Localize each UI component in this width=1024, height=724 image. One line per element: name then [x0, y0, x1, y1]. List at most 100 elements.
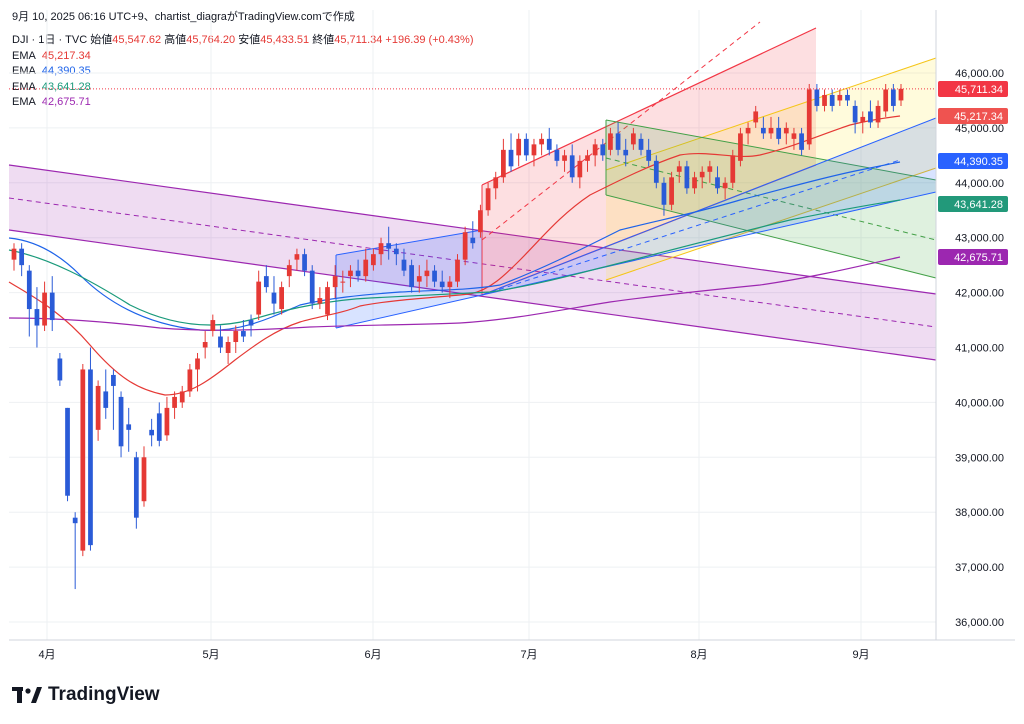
time-axis[interactable]: 4月 5月 6月 7月 8月 9月 [9, 639, 1015, 661]
candle-body[interactable] [432, 270, 437, 282]
candle-body[interactable] [806, 89, 812, 145]
candle-body[interactable] [202, 342, 208, 348]
candle-body[interactable] [133, 457, 139, 518]
candle-body[interactable] [646, 149, 652, 161]
candle-body[interactable] [676, 166, 682, 172]
candle-body[interactable] [600, 144, 606, 156]
candle-body[interactable] [890, 89, 896, 106]
candle-body[interactable] [286, 265, 292, 277]
candle-body[interactable] [799, 133, 804, 150]
candle-body[interactable] [118, 396, 124, 447]
candle-body[interactable] [88, 369, 93, 546]
candle-body[interactable] [776, 127, 782, 139]
candle-body[interactable] [661, 182, 667, 205]
candle-body[interactable] [156, 413, 162, 441]
candle-body[interactable] [592, 144, 598, 156]
candle-body[interactable] [409, 265, 414, 288]
candle-body[interactable] [753, 111, 759, 123]
candle-body[interactable] [462, 232, 468, 260]
candle-body[interactable] [111, 374, 116, 386]
green-channel[interactable] [606, 120, 936, 278]
candle-body[interactable] [179, 391, 185, 403]
candle-body[interactable] [577, 160, 583, 178]
candle-body[interactable] [317, 298, 323, 304]
candle-body[interactable] [493, 177, 499, 189]
candle-body[interactable] [783, 127, 789, 134]
candle-body[interactable] [294, 254, 300, 260]
candle-body[interactable] [554, 149, 560, 161]
candle-body[interactable] [478, 210, 483, 233]
candle-body[interactable] [401, 259, 407, 271]
candle-body[interactable] [845, 94, 850, 101]
candle-body[interactable] [898, 88, 904, 101]
candle-body[interactable] [447, 281, 453, 288]
candle-body[interactable] [531, 144, 537, 156]
candle-body[interactable] [103, 391, 109, 408]
candle-body[interactable] [470, 237, 476, 244]
candle-body[interactable] [837, 94, 843, 101]
candle-body[interactable] [355, 270, 361, 277]
candle-body[interactable] [11, 248, 17, 260]
candlesticks[interactable] [11, 83, 904, 590]
candle-body[interactable] [195, 358, 200, 370]
candle-body[interactable] [638, 138, 644, 150]
candle-body[interactable] [730, 155, 736, 183]
candle-body[interactable] [49, 292, 55, 321]
candle-body[interactable] [539, 138, 544, 145]
candle-body[interactable] [325, 287, 330, 315]
ema-row-1[interactable]: EMA 45,217.34 [12, 49, 474, 65]
candle-body[interactable] [371, 254, 376, 266]
ema-red-line[interactable] [8, 115, 901, 396]
candle-body[interactable] [363, 259, 369, 277]
candle-body[interactable] [348, 270, 353, 277]
candle-body[interactable] [386, 243, 392, 249]
candle-body[interactable] [722, 182, 728, 189]
price-chart[interactable]: 46,000.00 45,000.00 44,000.00 43,000.00 42,0… [0, 0, 1024, 680]
candle-body[interactable] [516, 138, 522, 156]
candle-body[interactable] [248, 320, 254, 326]
candle-body[interactable] [501, 149, 506, 178]
candle-body[interactable] [416, 276, 422, 282]
candle-body[interactable] [393, 248, 399, 255]
candle-body[interactable] [65, 407, 70, 496]
candle-body[interactable] [26, 270, 32, 310]
candle-body[interactable] [791, 133, 797, 139]
candle-body[interactable] [546, 138, 552, 150]
candle-body[interactable] [378, 243, 384, 255]
candle-body[interactable] [508, 149, 514, 167]
candle-body[interactable] [814, 89, 820, 106]
candle-body[interactable] [631, 133, 636, 145]
candle-body[interactable] [692, 177, 697, 189]
ema-purple-line[interactable] [8, 256, 901, 331]
candle-body[interactable] [745, 127, 751, 134]
candle-body[interactable] [126, 424, 132, 430]
candle-body[interactable] [19, 248, 25, 266]
candle-body[interactable] [309, 270, 315, 304]
candle-body[interactable] [875, 105, 881, 123]
candle-body[interactable] [562, 155, 567, 161]
ema-row-4[interactable]: EMA 42,675.71 [12, 95, 474, 111]
candle-body[interactable] [95, 385, 101, 430]
candle-body[interactable] [852, 105, 858, 123]
candle-body[interactable] [439, 281, 445, 288]
candle-body[interactable] [608, 133, 613, 150]
candle-body[interactable] [822, 94, 827, 106]
candle-body[interactable] [653, 160, 659, 183]
candle-body[interactable] [187, 369, 193, 392]
candle-body[interactable] [340, 281, 346, 283]
candle-body[interactable] [760, 127, 766, 134]
candle-body[interactable] [615, 133, 621, 150]
ema-green-line[interactable] [8, 199, 901, 326]
candle-body[interactable] [72, 517, 78, 524]
candle-body[interactable] [715, 177, 720, 189]
candle-body[interactable] [34, 309, 40, 326]
candle-body[interactable] [699, 171, 705, 178]
purple-channel[interactable] [9, 165, 936, 360]
ema-row-3[interactable]: EMA 43,641.28 [12, 80, 474, 96]
candle-body[interactable] [829, 94, 835, 106]
candle-body[interactable] [210, 320, 216, 332]
ema-blue-line[interactable] [8, 161, 901, 331]
candle-body[interactable] [585, 155, 590, 161]
candle-body[interactable] [164, 407, 170, 436]
candle-body[interactable] [279, 287, 284, 310]
